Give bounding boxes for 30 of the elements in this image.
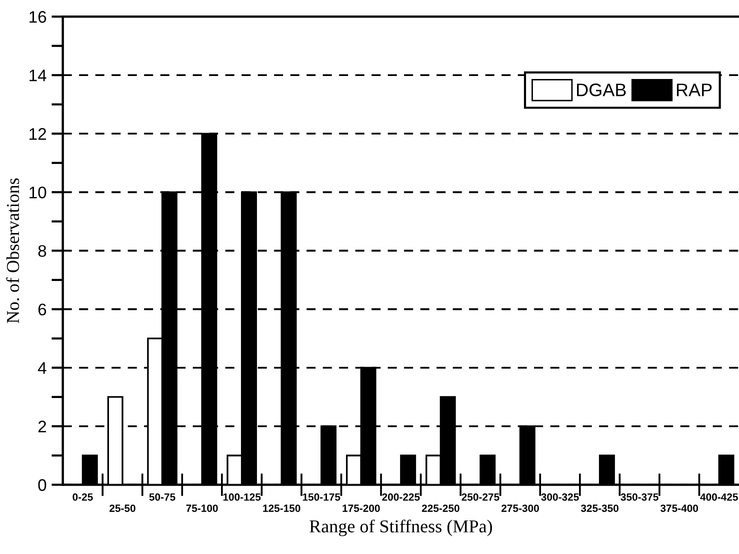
x-tick-label: 175-200 [342,504,380,512]
x-tick-label: 250-275 [462,493,500,501]
x-tick-label: 75-100 [186,504,218,512]
x-tick-label: 125-150 [263,504,300,512]
x-tick-label: 0-25 [72,493,93,501]
x-tick-label: 100-125 [223,493,261,501]
legend-label: RAP [676,84,712,96]
y-axis-title: No. of Observations [6,178,20,324]
y-tick-label: 6 [38,304,46,316]
y-tick-label: 16 [30,11,46,23]
x-tick-label: 200-225 [382,493,420,501]
x-tick-label: 400-425 [700,493,738,501]
x-tick-label: 325-350 [580,504,618,512]
y-tick-label: 2 [38,420,46,432]
x-tick-label: 50-75 [149,493,176,501]
y-tick-label: 8 [38,245,46,257]
y-tick-label: 10 [30,186,46,198]
x-tick-label: 25-50 [110,504,136,512]
x-tick-label: 375-400 [660,504,698,512]
x-tick-label: 350-375 [620,493,658,501]
x-tick-label: 225-250 [422,504,460,512]
y-tick-label: 4 [38,362,46,374]
legend-label: DGAB [577,84,626,96]
x-tick-label: 300-325 [541,493,579,501]
y-tick-label: 12 [30,128,46,140]
x-tick-label: 150-175 [302,493,340,501]
x-tick-label: 275-300 [501,504,539,512]
y-tick-label: 14 [30,70,46,82]
x-axis-title: Range of Stiffness (MPa) [310,520,492,536]
y-tick-label: 0 [38,479,46,491]
